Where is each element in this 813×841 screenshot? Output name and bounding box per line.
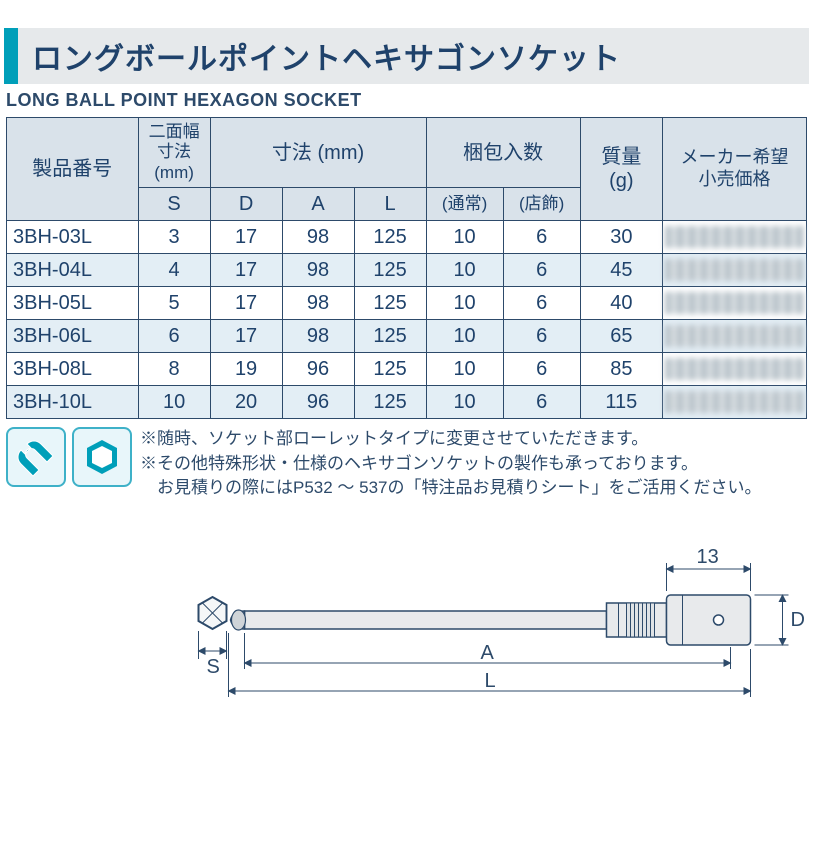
cell: 17 — [210, 254, 282, 287]
icons — [6, 427, 132, 501]
cell-price — [662, 254, 806, 287]
cell-price — [662, 221, 806, 254]
dim-s-label: S — [207, 656, 220, 678]
cell: 30 — [580, 221, 662, 254]
spec-table: 製品番号 二面幅 寸法 (mm) 寸法 (mm) 梱包入数 質量 (g) メーカ… — [6, 117, 807, 419]
col-mass: 質量 (g) — [580, 118, 662, 221]
dim-d-label: D — [791, 609, 805, 631]
col-d: D — [210, 188, 282, 221]
note-line: ※随時、ソケット部ローレットタイプに変更させていただきます。 — [140, 427, 807, 452]
table-row: 3BH-04L 4 17 98 125 10 6 45 — [7, 254, 807, 287]
price-redacted — [665, 292, 804, 314]
cell: 10 — [426, 386, 503, 419]
cell-pn: 3BH-08L — [7, 353, 139, 386]
cell: 6 — [503, 386, 580, 419]
cell: 17 — [210, 320, 282, 353]
cell: 65 — [580, 320, 662, 353]
cell: 85 — [580, 353, 662, 386]
hex-cross-section — [199, 597, 227, 629]
cell: 45 — [580, 254, 662, 287]
dim-l-label: L — [485, 670, 496, 692]
wrench-icon — [6, 427, 66, 487]
cell: 125 — [354, 320, 426, 353]
price-redacted — [665, 325, 804, 347]
col-dim-group: 寸法 (mm) — [210, 118, 426, 188]
cell: 6 — [503, 353, 580, 386]
col-s-group: 二面幅 寸法 (mm) — [138, 118, 210, 188]
cell-price — [662, 287, 806, 320]
col-price: メーカー希望 小売価格 — [662, 118, 806, 221]
cell-pn: 3BH-04L — [7, 254, 139, 287]
cell: 98 — [282, 320, 354, 353]
cell-price — [662, 386, 806, 419]
price-redacted — [665, 226, 804, 248]
spec-table-wrap: 製品番号 二面幅 寸法 (mm) 寸法 (mm) 梱包入数 質量 (g) メーカ… — [6, 117, 807, 419]
cell: 17 — [210, 287, 282, 320]
header-title: ロングボールポイントヘキサゴンソケット — [32, 34, 809, 78]
cell: 98 — [282, 254, 354, 287]
spec-tbody: 3BH-03L 3 17 98 125 10 6 30 3BH-04L 4 17… — [7, 221, 807, 419]
cell: 6 — [503, 221, 580, 254]
dim-a-label: A — [481, 642, 495, 664]
cell: 6 — [138, 320, 210, 353]
cell: 3 — [138, 221, 210, 254]
cell: 96 — [282, 386, 354, 419]
cell: 5 — [138, 287, 210, 320]
table-row: 3BH-05L 5 17 98 125 10 6 40 — [7, 287, 807, 320]
cell: 125 — [354, 353, 426, 386]
col-l: L — [354, 188, 426, 221]
col-pack-group: 梱包入数 — [426, 118, 580, 188]
price-redacted — [665, 358, 804, 380]
cell: 10 — [426, 320, 503, 353]
col-disp: (店飾) — [503, 188, 580, 221]
cell: 6 — [503, 254, 580, 287]
cell: 10 — [426, 287, 503, 320]
cell-pn: 3BH-05L — [7, 287, 139, 320]
col-s: S — [138, 188, 210, 221]
dimension-diagram: S 13 D A — [6, 519, 807, 709]
table-row: 3BH-10L 10 20 96 125 10 6 115 — [7, 386, 807, 419]
cell: 98 — [282, 221, 354, 254]
note-line: ※その他特殊形状・仕様のヘキサゴンソケットの製作も承っております。 — [140, 452, 807, 477]
col-normal: (通常) — [426, 188, 503, 221]
cell: 98 — [282, 287, 354, 320]
cell: 40 — [580, 287, 662, 320]
section-header: ロングボールポイントヘキサゴンソケット — [4, 28, 809, 84]
cell: 125 — [354, 221, 426, 254]
notes-row: ※随時、ソケット部ローレットタイプに変更させていただきます。 ※その他特殊形状・… — [6, 427, 807, 501]
cell-pn: 3BH-06L — [7, 320, 139, 353]
cell: 19 — [210, 353, 282, 386]
cell: 10 — [426, 254, 503, 287]
cell: 10 — [138, 386, 210, 419]
table-row: 3BH-06L 6 17 98 125 10 6 65 — [7, 320, 807, 353]
price-redacted — [665, 391, 804, 413]
cell: 10 — [426, 221, 503, 254]
cell: 4 — [138, 254, 210, 287]
cell: 115 — [580, 386, 662, 419]
cell: 17 — [210, 221, 282, 254]
note-line: お見積りの際にはP532 ～ 537の「特注品お見積りシート」をご活用ください。 — [140, 476, 807, 501]
cell-price — [662, 320, 806, 353]
cell: 8 — [138, 353, 210, 386]
col-a: A — [282, 188, 354, 221]
cell: 125 — [354, 287, 426, 320]
cell: 20 — [210, 386, 282, 419]
subtitle: LONG BALL POINT HEXAGON SOCKET — [6, 90, 813, 111]
table-row: 3BH-08L 8 19 96 125 10 6 85 — [7, 353, 807, 386]
cell-pn: 3BH-03L — [7, 221, 139, 254]
price-redacted — [665, 259, 804, 281]
cell: 6 — [503, 320, 580, 353]
cell: 6 — [503, 287, 580, 320]
cell-price — [662, 353, 806, 386]
cell: 96 — [282, 353, 354, 386]
cell: 10 — [426, 353, 503, 386]
hex-icon — [72, 427, 132, 487]
col-pn: 製品番号 — [7, 118, 139, 221]
cell: 125 — [354, 254, 426, 287]
table-row: 3BH-03L 3 17 98 125 10 6 30 — [7, 221, 807, 254]
dim-13-label: 13 — [697, 546, 719, 568]
notes-text: ※随時、ソケット部ローレットタイプに変更させていただきます。 ※その他特殊形状・… — [140, 427, 807, 501]
cell-pn: 3BH-10L — [7, 386, 139, 419]
cell: 125 — [354, 386, 426, 419]
